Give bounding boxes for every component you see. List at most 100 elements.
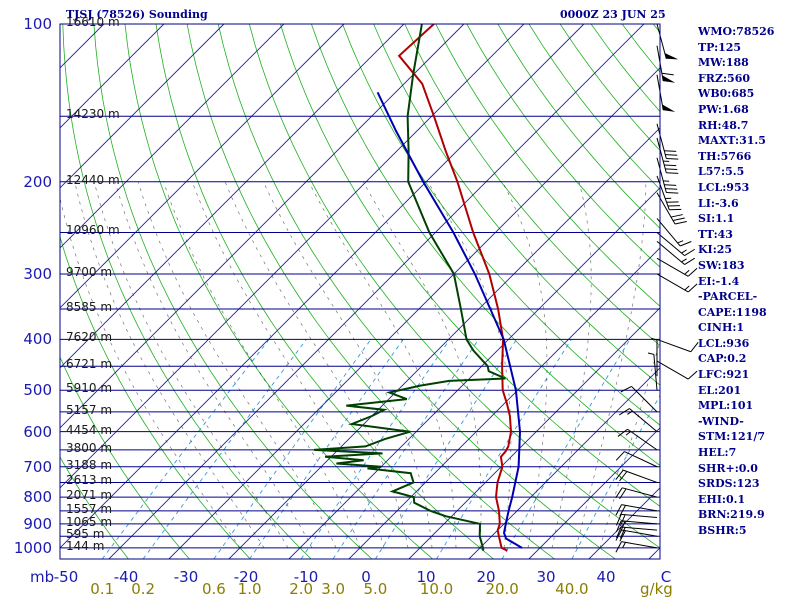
- stat-line: SRDS:123: [698, 477, 760, 491]
- height-label: 3188 m: [66, 457, 113, 472]
- height-label: 7620 m: [66, 330, 113, 345]
- isotherm-line: [60, 24, 285, 249]
- stat-line: PW:1.68: [698, 102, 749, 116]
- dry-adiabat-line: [280, 24, 660, 507]
- barb-feather: [684, 248, 696, 257]
- stat-line: EL:201: [698, 383, 742, 397]
- wind-barb: [656, 273, 698, 293]
- barb-staff: [623, 469, 658, 483]
- wind-barb: [656, 192, 687, 225]
- mixing-ratio-line: [142, 339, 307, 559]
- stat-line: RH:48.7: [698, 118, 749, 132]
- barb-half-feather: [651, 337, 658, 341]
- barb-staff: [621, 541, 658, 549]
- mixing-ratio-line: [213, 339, 372, 559]
- barb-half-feather: [684, 285, 690, 291]
- mixing-ratio-label: 40.0: [555, 580, 589, 598]
- barb-feather: [679, 241, 692, 247]
- isotherm-line: [468, 367, 660, 559]
- barb-feather: [664, 150, 677, 152]
- stat-line: WB0:685: [698, 87, 755, 101]
- mixing-ratio-line: [101, 339, 270, 559]
- barb-pennant: [662, 104, 676, 112]
- pressure-tick-label: 100: [23, 15, 52, 33]
- height-label: 10960 m: [66, 223, 120, 238]
- mixing-ratio-line: [375, 339, 517, 559]
- dry-adiabat-line: [342, 24, 660, 426]
- barb-staff: [653, 354, 658, 391]
- chart-title-time: 0000Z 23 JUN 25: [560, 8, 666, 21]
- moist-adiabat-line: [575, 181, 647, 548]
- barb-feather: [666, 157, 679, 160]
- barb-feather: [615, 504, 622, 516]
- barb-staff: [622, 487, 658, 498]
- pressure-tick-label: 700: [23, 457, 52, 476]
- sounding-traces: [313, 24, 523, 552]
- barb-staff: [656, 273, 689, 293]
- barb-staff: [656, 218, 681, 247]
- temperature-tick-label: -40: [113, 568, 139, 586]
- wind-barb: [656, 175, 682, 211]
- mixing-ratio-line: [501, 339, 631, 559]
- isotherms: [60, 24, 660, 559]
- barb-feather: [615, 451, 625, 461]
- wind-barb: [656, 338, 699, 353]
- dry-adiabat-line: [60, 456, 129, 559]
- barb-feather: [664, 184, 677, 186]
- barb-feather: [619, 520, 626, 533]
- barb-feather: [620, 385, 632, 393]
- barb-half-feather: [681, 249, 687, 254]
- series-line-dewpoint: [313, 24, 506, 551]
- wind-barbs: [615, 23, 699, 553]
- wind-barb: [617, 428, 658, 451]
- stat-line: KI:25: [698, 243, 733, 257]
- mixing-ratio-line: [436, 339, 572, 559]
- dry-adiabat-line: [124, 24, 433, 559]
- isotherm-line: [168, 67, 660, 559]
- temperature-tick-label: 20: [476, 568, 496, 586]
- moist-adiabat-line: [502, 181, 548, 548]
- barb-feather: [617, 428, 628, 437]
- mixing-ratio-label: 0.6: [201, 580, 226, 598]
- barb-half-feather: [681, 258, 687, 263]
- temperature-tick-label: -10: [293, 568, 319, 586]
- moist-adiabat-line: [191, 181, 385, 548]
- isotherm-line: [60, 24, 165, 129]
- moist-adiabat-line: [362, 181, 482, 548]
- isotherm-line: [228, 127, 660, 559]
- height-label: 16610 m: [66, 15, 120, 29]
- barb-staff: [656, 137, 667, 173]
- mixing-ratio-label: 1.0: [237, 580, 262, 598]
- barb-pennant: [662, 75, 676, 83]
- barb-staff: [656, 241, 685, 265]
- barb-feather: [615, 526, 622, 539]
- height-label: 5910 m: [66, 381, 113, 396]
- stat-line: L57:5.5: [698, 165, 745, 179]
- isotherm-line: [528, 427, 660, 559]
- barb-feather: [690, 341, 699, 353]
- stat-line: EHI:0.1: [698, 492, 746, 506]
- barb-staff: [621, 513, 658, 519]
- wind-barb: [615, 513, 658, 526]
- barb-feather: [619, 514, 626, 526]
- barb-feather: [619, 527, 626, 539]
- pressure-tick-label: 200: [23, 172, 52, 191]
- barb-feather: [687, 370, 698, 380]
- stat-line: LFC:921: [698, 368, 750, 382]
- barb-feather: [661, 72, 674, 76]
- chart-title-station: TJSJ (78526) Sounding: [66, 8, 208, 21]
- dry-adiabat-line: [155, 24, 494, 559]
- stat-line: CAP:0.2: [698, 352, 747, 366]
- mixing-ratio-line: [249, 339, 404, 559]
- stat-line: BRN:219.9: [698, 508, 765, 522]
- temperature-tick-label: 10: [416, 568, 436, 586]
- pressure-tick-label: 800: [23, 488, 52, 507]
- wind-barb: [656, 157, 679, 194]
- barb-staff: [621, 529, 658, 537]
- stat-line: TH:5766: [698, 149, 752, 163]
- wind-barb: [618, 408, 658, 433]
- pressure-tick-label: 400: [23, 330, 52, 349]
- wind-barb: [615, 487, 658, 500]
- wind-barb: [656, 23, 679, 60]
